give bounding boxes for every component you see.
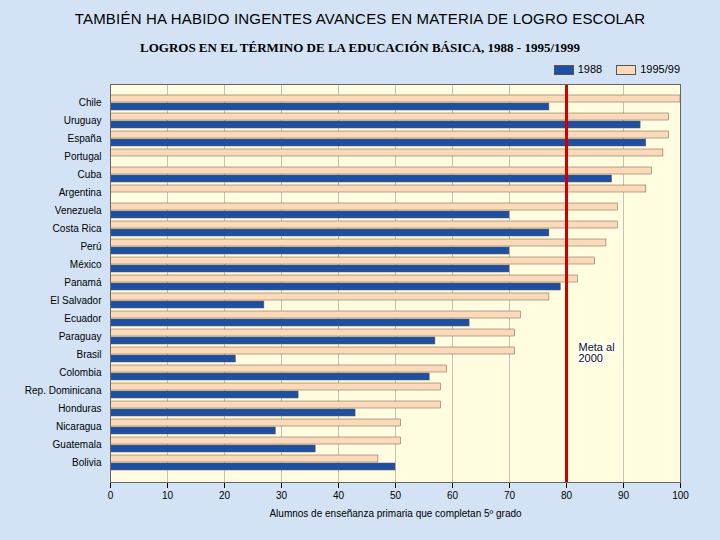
svg-text:50: 50 [390, 490, 402, 501]
svg-text:10: 10 [162, 490, 174, 501]
html-text:LOGROS EN EL TÉRMINO DE LA EDU: LOGROS EN EL TÉRMINO DE LA EDUCACIÓN BÁS… [140, 40, 580, 55]
svg-text:Venezuela: Venezuela [55, 205, 102, 216]
svg-text:Ecuador: Ecuador [64, 313, 102, 324]
svg-text:Nicaragua: Nicaragua [56, 421, 102, 432]
svg-text:Perú: Perú [80, 241, 101, 252]
svg-text:Rep. Dominicana: Rep. Dominicana [25, 385, 102, 396]
svg-text:El Salvador: El Salvador [50, 295, 102, 306]
svg-text:Panamá: Panamá [64, 277, 102, 288]
svg-text:Uruguay: Uruguay [64, 115, 102, 126]
html-text:1988: 1988 [577, 63, 603, 75]
svg-text:40: 40 [333, 490, 345, 501]
svg-text:Cuba: Cuba [78, 169, 102, 180]
svg-text:Argentina: Argentina [59, 187, 102, 198]
svg-text:Portugal: Portugal [64, 151, 101, 162]
svg-text:Colombia: Colombia [59, 367, 102, 378]
svg-text:Alumnos de enseñanza primaria: Alumnos de enseñanza primaria que comple… [269, 508, 522, 519]
html-text:TAMBIÉN HA HABIDO INGENTES AVA: TAMBIÉN HA HABIDO INGENTES AVANCES EN MA… [74, 10, 646, 27]
html-text:1995/99: 1995/99 [640, 63, 680, 75]
svg-text:70: 70 [504, 490, 516, 501]
svg-text:60: 60 [447, 490, 459, 501]
svg-text:Brasil: Brasil [76, 349, 101, 360]
svg-text:30: 30 [276, 490, 288, 501]
svg-text:Meta al2000: Meta al2000 [579, 341, 615, 364]
svg-text:Guatemala: Guatemala [53, 439, 102, 450]
svg-text:0: 0 [108, 490, 114, 501]
svg-text:Honduras: Honduras [58, 403, 101, 414]
svg-text:20: 20 [219, 490, 231, 501]
svg-text:España: España [68, 133, 102, 144]
svg-text:Costa Rica: Costa Rica [53, 223, 102, 234]
svg-text:100: 100 [672, 490, 689, 501]
svg-text:80: 80 [561, 490, 573, 501]
svg-text:90: 90 [618, 490, 630, 501]
svg-text:Paraguay: Paraguay [59, 331, 102, 342]
svg-text:México: México [70, 259, 102, 270]
svg-text:Chile: Chile [79, 97, 102, 108]
svg-text:Bolivia: Bolivia [72, 457, 102, 468]
